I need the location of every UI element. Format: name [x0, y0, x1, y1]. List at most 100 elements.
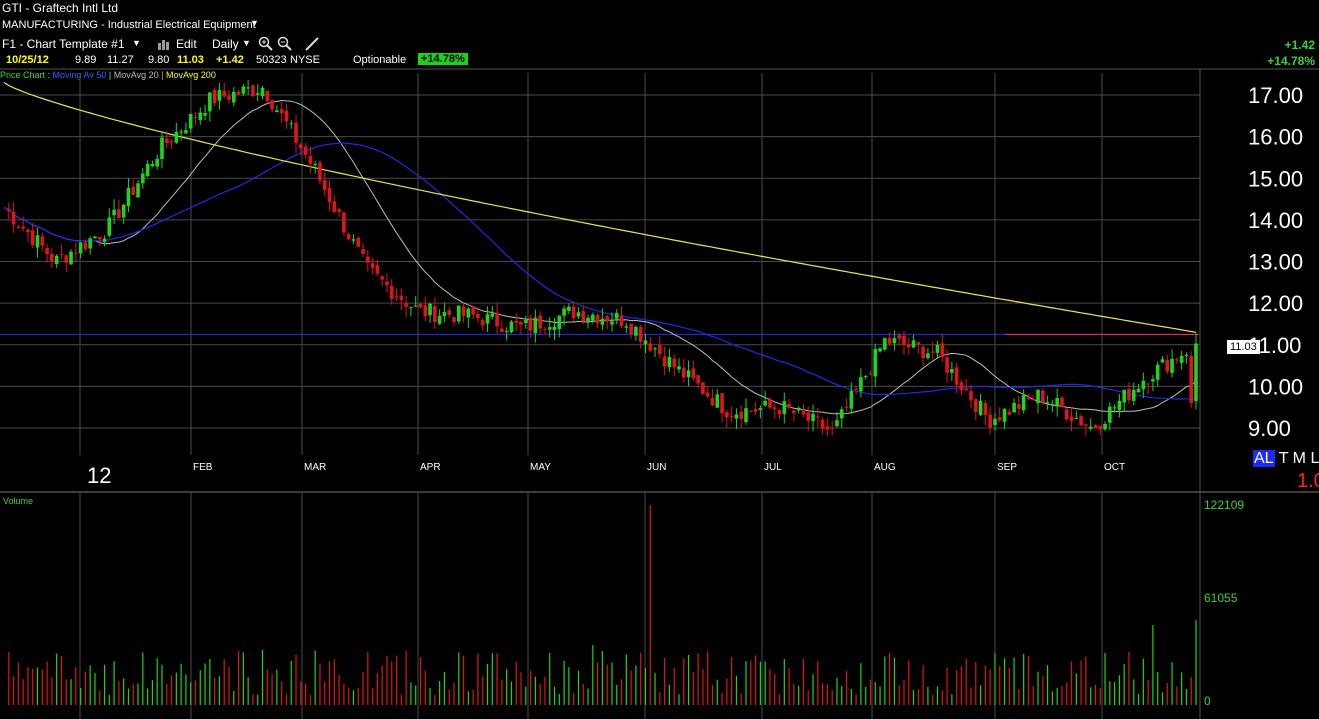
candle-body: [500, 328, 504, 333]
candle-body: [586, 317, 590, 323]
range-button-t[interactable]: T: [1278, 450, 1289, 467]
change-pct-badge: +14.78%: [418, 53, 468, 65]
candle-body: [356, 237, 361, 247]
candle-body: [466, 308, 471, 318]
price-tick-label: 9.00: [1248, 416, 1291, 441]
candle-body: [327, 187, 332, 203]
candle-body: [614, 312, 619, 319]
candle-body: [681, 367, 686, 378]
range-button-all[interactable]: AL: [1253, 450, 1275, 467]
last-price-marker: 11.03: [1227, 340, 1260, 354]
candle-body: [1041, 390, 1045, 403]
candle-body: [389, 285, 394, 299]
candle-body: [816, 416, 820, 418]
candle-body: [1079, 416, 1083, 426]
candle-body: [418, 303, 423, 308]
candle-body: [677, 366, 681, 370]
candle-body: [950, 369, 954, 373]
price-tick-label: 12.00: [1248, 291, 1303, 316]
candle-body: [672, 358, 677, 368]
candle-body: [619, 315, 624, 326]
candle-body: [667, 356, 672, 368]
candle-body: [1036, 389, 1040, 404]
quote-volume: 50323: [256, 54, 287, 66]
candle-body: [854, 388, 858, 390]
candle-body: [523, 320, 528, 323]
candle-body: [308, 156, 313, 164]
candle-body: [480, 320, 485, 326]
candle-body: [658, 345, 662, 355]
candle-body: [1189, 355, 1194, 404]
candle-body: [117, 209, 121, 219]
candle-body: [835, 420, 839, 427]
candle-body: [873, 349, 878, 377]
legend-price: Price Chart: [0, 70, 46, 80]
chevron-down-icon[interactable]: ▼: [242, 38, 251, 48]
volume-label-zero: 0: [1204, 694, 1211, 708]
candle-body: [648, 343, 653, 351]
candle-body: [519, 321, 523, 325]
sector-row[interactable]: MANUFACTURING - Industrial Electrical Eq…: [0, 18, 1319, 34]
candle-body: [787, 403, 791, 408]
candle-body: [284, 110, 289, 122]
candle-body: [1098, 425, 1103, 430]
zoom-in-icon[interactable]: [258, 36, 274, 55]
candle-body: [112, 209, 116, 216]
candle-body: [35, 235, 40, 248]
candle-body: [437, 315, 442, 324]
volume-title: Volume: [3, 496, 34, 506]
candle-body: [145, 163, 150, 177]
candle-body: [629, 323, 633, 335]
candle-body: [1184, 354, 1189, 356]
draw-line-icon[interactable]: [304, 36, 320, 55]
candle-body: [490, 313, 495, 317]
candle-body: [361, 249, 365, 254]
chevron-down-icon[interactable]: ▼: [132, 38, 141, 48]
candle-body: [825, 426, 830, 430]
candle-body: [969, 391, 973, 401]
template-select[interactable]: F1 - Chart Template #1: [2, 37, 125, 51]
candle-body: [141, 173, 145, 184]
ma200-line: [3, 81, 1197, 333]
candle-body: [1141, 380, 1146, 390]
candle-body: [1155, 364, 1160, 380]
candle-body: [203, 113, 207, 116]
candle-body: [1060, 397, 1064, 408]
candle-body: [495, 312, 499, 327]
bar-chart-icon[interactable]: [157, 39, 171, 53]
month-label: AUG: [874, 462, 896, 473]
candle-body: [1131, 389, 1136, 401]
edit-button[interactable]: Edit: [176, 37, 197, 51]
zoom-out-icon[interactable]: [277, 36, 293, 55]
candle-body: [193, 117, 198, 119]
candle-body: [303, 146, 308, 155]
candle-body: [11, 211, 16, 225]
candle-body: [705, 392, 710, 397]
candle-body: [198, 112, 203, 121]
quote-change: +1.42: [216, 54, 244, 66]
candle-body: [887, 337, 892, 344]
range-button-l[interactable]: L: [1310, 450, 1319, 467]
candle-body: [729, 415, 734, 418]
red-value-label: 1.0: [1297, 470, 1319, 492]
candle-body: [739, 411, 744, 420]
candle-body: [74, 252, 78, 254]
candle-body: [930, 351, 935, 353]
candle-body: [734, 414, 739, 419]
range-button-m[interactable]: M: [1292, 450, 1306, 467]
candle-body: [40, 236, 45, 246]
candle-body: [1093, 424, 1098, 429]
price-axis: 17.0016.0015.0014.0013.0012.0011.0010.00…: [1248, 83, 1303, 441]
candle-body: [543, 328, 547, 330]
period-select[interactable]: Daily: [212, 37, 239, 51]
quote-low: 9.80: [148, 54, 170, 66]
candle-body: [222, 90, 227, 97]
chevron-down-icon[interactable]: ▼: [250, 18, 259, 28]
candle-body: [188, 113, 193, 129]
candle-body: [1112, 407, 1117, 409]
candle-body: [452, 317, 456, 322]
candle-body: [265, 90, 270, 102]
candle-body: [715, 394, 720, 408]
chart-grid: [0, 68, 1319, 719]
